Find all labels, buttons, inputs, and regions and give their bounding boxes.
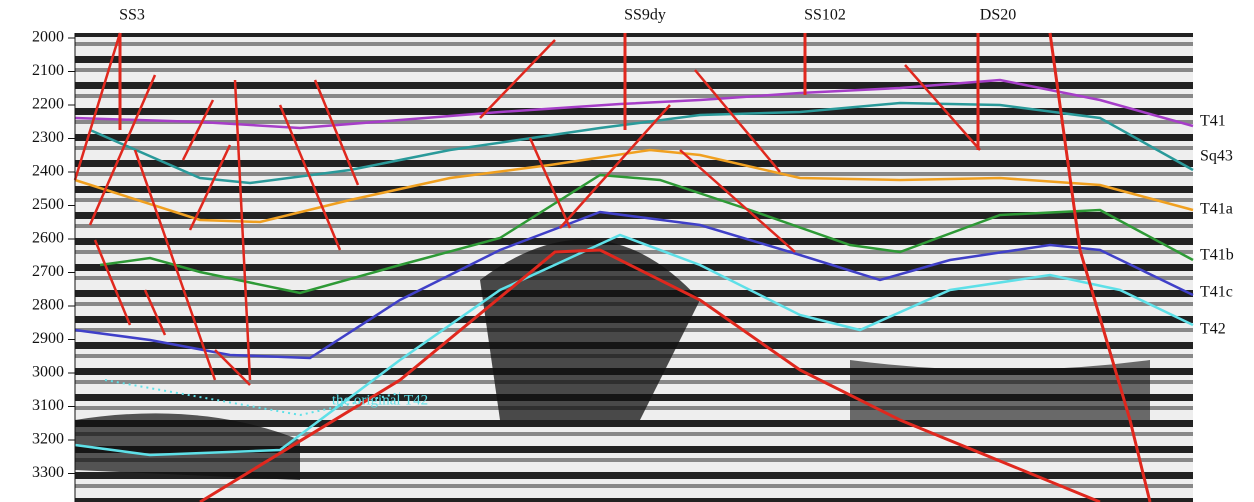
- fault: [479, 39, 556, 119]
- original-horizon: [104, 379, 401, 417]
- fault: [679, 149, 796, 253]
- amplitude-blob: [480, 239, 700, 420]
- interpretation: [73, 32, 1194, 502]
- tick-label: 2400: [32, 163, 64, 180]
- tick-label: 3300: [32, 464, 64, 481]
- fault: [1048, 32, 1152, 502]
- fault: [88, 74, 157, 226]
- fault: [233, 79, 252, 381]
- fault: [199, 248, 1101, 502]
- tick-label: 2000: [32, 29, 64, 46]
- horizon: [74, 233, 1194, 457]
- tick-label: 3100: [32, 397, 64, 414]
- tick-label: 2100: [32, 62, 64, 79]
- tick-label: 2300: [32, 129, 64, 146]
- tick-label: 2200: [32, 96, 64, 113]
- horizon: [89, 101, 1194, 185]
- fault: [188, 144, 232, 231]
- amplitude-blob: [850, 360, 1150, 420]
- amplitude-blob: [75, 413, 300, 480]
- horizon: [99, 173, 1194, 295]
- fault: [73, 32, 122, 181]
- tick-label: 2500: [32, 196, 64, 213]
- tick-label: 2600: [32, 230, 64, 247]
- fault: [559, 104, 671, 229]
- horizon-label: T41: [1200, 113, 1226, 130]
- fault: [528, 137, 572, 229]
- horizon-label: T41a: [1200, 201, 1233, 218]
- well-label: DS20: [980, 7, 1016, 24]
- well-label: SS102: [804, 7, 846, 24]
- fault: [133, 149, 217, 381]
- horizon: [74, 148, 1194, 224]
- fault: [143, 289, 167, 336]
- fault: [694, 69, 781, 173]
- fault: [93, 239, 132, 326]
- well-label: SS9dy: [624, 7, 666, 24]
- fault: [214, 349, 251, 386]
- tick-label: 3000: [32, 364, 64, 381]
- tick-label: 3200: [32, 431, 64, 448]
- horizon: [74, 78, 1194, 130]
- fault: [181, 99, 215, 161]
- tick-label: 2700: [32, 263, 64, 280]
- fault: [313, 79, 360, 186]
- horizon-label: T41c: [1200, 284, 1233, 301]
- fault: [278, 104, 342, 251]
- tick-label: 2900: [32, 330, 64, 347]
- fault: [904, 64, 981, 151]
- tick-label: 2800: [32, 297, 64, 314]
- horizon-label: Sq43: [1200, 148, 1233, 165]
- horizon: [74, 210, 1194, 360]
- well-label: SS3: [119, 7, 145, 24]
- horizon-label: T42: [1200, 321, 1226, 338]
- annotation: the original T42: [332, 392, 428, 408]
- horizon-label: T41b: [1200, 247, 1234, 264]
